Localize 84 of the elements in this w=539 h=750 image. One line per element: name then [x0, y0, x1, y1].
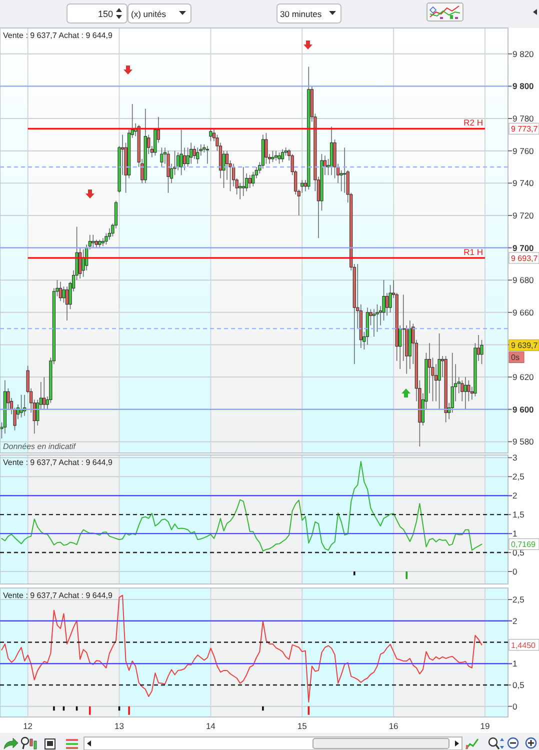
candlestick: [467, 380, 470, 402]
y-tick-label: 9 620: [512, 372, 534, 382]
candlestick: [190, 142, 193, 164]
text: 0s: [511, 353, 520, 362]
candlestick: [274, 150, 278, 161]
candlestick: [108, 228, 112, 240]
candlestick: [402, 294, 405, 362]
y-tick-label: 0: [512, 566, 518, 576]
x-tick-label: 19: [480, 721, 490, 731]
line-series: [1, 460, 482, 552]
candlestick: [278, 152, 281, 164]
y-tick-label: 2,5: [512, 472, 525, 482]
ref-line-label: 1,5: [512, 510, 525, 520]
text: 9 693,7: [511, 254, 538, 263]
y-tick-label: 9 580: [512, 436, 534, 447]
candlestick: [20, 394, 23, 418]
candlestick: [192, 146, 196, 160]
ref-line-label: 1: [512, 528, 518, 539]
candlestick: [160, 147, 164, 168]
x-tick-label: 16: [388, 721, 399, 731]
ref-line-label: 9 800: [512, 81, 534, 92]
candlestick: [92, 234, 95, 248]
x-tick-label: 15: [297, 721, 308, 731]
candlestick: [58, 281, 62, 302]
x-tick-label: 14: [206, 721, 216, 731]
candlestick: [248, 174, 252, 188]
text: (x) unités: [131, 9, 166, 19]
annotation: Vente : 9 637,7 Achat : 9 644,9: [3, 31, 113, 40]
y-tick-label: 0: [512, 701, 518, 712]
text: 150: [98, 9, 113, 19]
candlestick: [180, 129, 183, 176]
ref-line-label: 0,5: [512, 680, 525, 690]
ref-line-label: 2: [512, 490, 518, 501]
ref-line-label: 2: [512, 616, 518, 626]
candlestick: [300, 180, 304, 194]
candlestick: [271, 150, 274, 163]
ref-line-label: 9 700: [512, 242, 534, 253]
candlestick: [82, 248, 85, 278]
candlestick: [343, 147, 346, 194]
y-tick-label: 3: [512, 452, 518, 463]
y-tick-label: 9 760: [512, 146, 534, 156]
text: 30 minutes: [280, 9, 322, 19]
candlestick: [104, 232, 108, 245]
candlestick: [176, 152, 180, 171]
candlestick: [464, 376, 467, 410]
ref-line-label: 9 600: [512, 404, 534, 414]
candlestick: [480, 339, 484, 365]
y-tick-label: 2,5: [512, 594, 525, 605]
text: 9 639,7: [511, 341, 538, 350]
y-tick-label: 9 680: [512, 275, 534, 286]
ref-line-label: R2 H: [464, 118, 483, 128]
candlestick: [206, 146, 209, 164]
text: 1,4450: [511, 640, 536, 650]
ref-line-label: R1 H: [464, 246, 483, 257]
candlestick: [372, 308, 376, 338]
text: 0,7169: [511, 540, 536, 550]
annotation: Données en indicatif: [3, 442, 76, 451]
candlestick: [252, 171, 255, 187]
y-tick-label: 9 780: [512, 113, 534, 124]
ref-line-label: 1: [512, 658, 518, 669]
text: 9 773,7: [511, 124, 538, 134]
annotation: Vente : 9 637,7 Achat : 9 644,9: [3, 458, 113, 467]
y-tick-label: 9 660: [512, 307, 534, 318]
candlestick: [166, 150, 170, 194]
y-tick-label: 9 740: [512, 178, 534, 188]
x-tick-label: 13: [114, 721, 124, 731]
candlestick: [376, 304, 379, 332]
candlestick: [65, 286, 69, 321]
annotation: Vente : 9 637,7 Achat : 9 644,9: [3, 591, 113, 600]
candlestick: [238, 182, 242, 200]
y-tick-label: 9 720: [512, 210, 534, 220]
candlestick: [209, 128, 212, 142]
candlestick: [62, 286, 66, 304]
candlestick: [183, 147, 186, 171]
candlestick: [385, 292, 389, 316]
candlestick: [264, 132, 268, 164]
candlestick: [42, 376, 46, 410]
x-tick-label: 12: [23, 721, 33, 731]
candlestick: [196, 147, 200, 164]
y-tick-label: 9 820: [512, 48, 534, 59]
candlestick: [438, 333, 441, 410]
ref-line-label: 0,5: [512, 548, 525, 558]
candlestick: [242, 166, 245, 196]
candlestick: [280, 148, 284, 163]
